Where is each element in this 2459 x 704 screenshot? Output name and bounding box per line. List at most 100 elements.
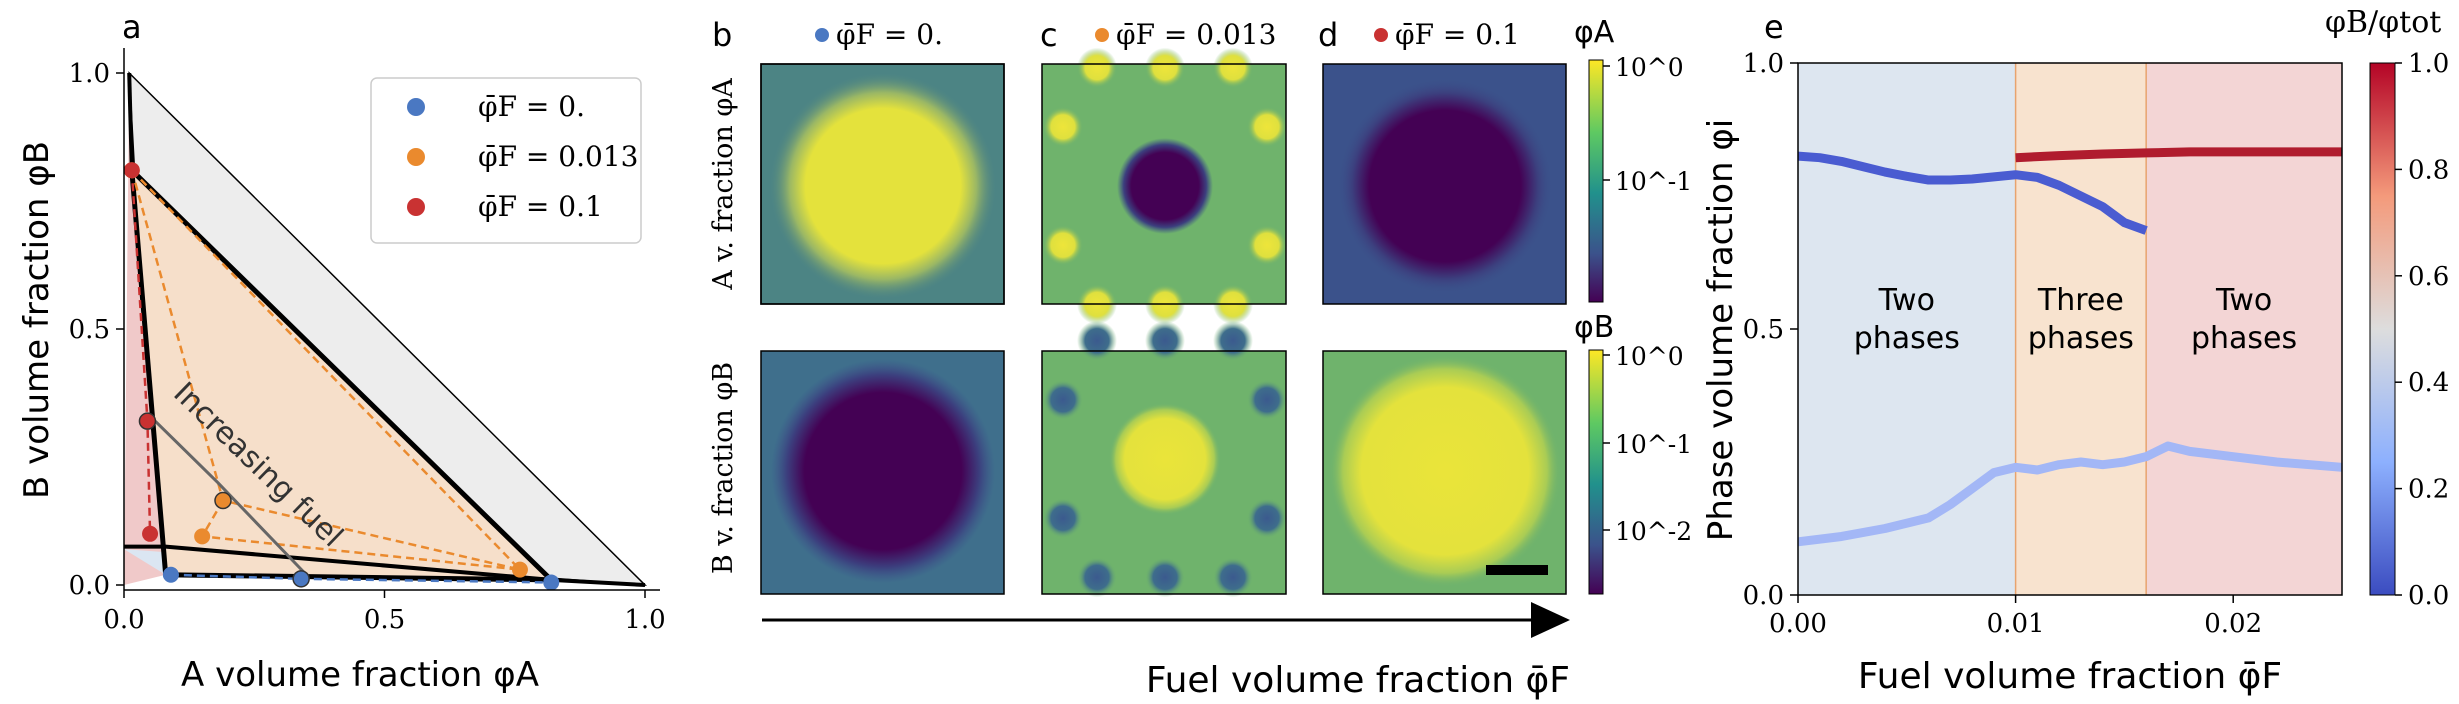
colorbar-phiA: φA 10^0 10^-1 bbox=[1574, 15, 1692, 303]
row-label-top: A v. fraction φA bbox=[708, 78, 739, 291]
title-marker-c bbox=[1095, 28, 1109, 42]
lattice-dot-6 bbox=[1247, 498, 1287, 539]
title-b: φ̄F = 0. bbox=[836, 18, 943, 51]
legend-marker-high bbox=[407, 198, 425, 216]
region-label-1-1: phases bbox=[2028, 321, 2134, 356]
a-ytick-label-2: 1.0 bbox=[69, 59, 110, 89]
lattice-dot-7 bbox=[1077, 557, 1117, 598]
lattice-dot-4 bbox=[1247, 379, 1287, 420]
e-cb-tick-label-1: 0.2 bbox=[2408, 475, 2449, 505]
e-series-1 bbox=[2015, 147, 2342, 163]
legend-label-high: φ̄F = 0.1 bbox=[478, 190, 603, 223]
lattice-dot-5 bbox=[1043, 498, 1083, 539]
lattice-dot-5 bbox=[1043, 225, 1083, 266]
lattice-dot-2 bbox=[1213, 47, 1253, 88]
lattice-dot-9 bbox=[1213, 557, 1253, 598]
panel-label-e: e bbox=[1764, 8, 1784, 46]
title-d: φ̄F = 0.1 bbox=[1395, 18, 1520, 51]
lattice-dot-1 bbox=[1145, 320, 1185, 361]
phase-region-layer bbox=[124, 71, 647, 587]
region-label-2-0: Two bbox=[2215, 283, 2272, 318]
a-tick-layer: 0.0 0.5 1.0 0.0 0.5 1.0 bbox=[69, 59, 666, 635]
e-xlabel: Fuel volume fraction φ̄F bbox=[1858, 656, 2282, 697]
panel-label-c: c bbox=[1040, 16, 1058, 54]
title-marker-b bbox=[815, 28, 829, 42]
lattice-dot-8 bbox=[1145, 557, 1185, 598]
e-series-0 bbox=[1797, 151, 2148, 235]
title-c: φ̄F = 0.013 bbox=[1116, 18, 1276, 51]
lattice-dot-3 bbox=[1043, 379, 1083, 420]
e-ytick-label-1: 0.5 bbox=[1743, 315, 1784, 345]
colorbar-phiB: φB 10^0 10^-1 10^-2 bbox=[1574, 310, 1692, 595]
lattice-dot-4 bbox=[1247, 106, 1287, 147]
panel-label-b: b bbox=[712, 16, 732, 54]
a-ytick-label-1: 0.5 bbox=[69, 315, 110, 345]
panel-label-a: a bbox=[122, 8, 142, 46]
e-ytick-label-2: 1.0 bbox=[1743, 49, 1784, 79]
a-xtick-label-0: 0.0 bbox=[103, 605, 144, 635]
a-xlabel: A volume fraction φA bbox=[181, 655, 539, 695]
region-0 bbox=[1798, 63, 2016, 595]
colorbar-phiB-ratio: φB/φtot 0.0 0.2 0.4 0.6 0.8 1.0 bbox=[2325, 5, 2449, 611]
colorbar-e-title: φB/φtot bbox=[2325, 5, 2441, 40]
image-d-top bbox=[1322, 63, 1567, 305]
colorbar-b-tick-2: 10^-2 bbox=[1615, 517, 1692, 546]
colorbar-a-tick-0: 10^0 bbox=[1615, 53, 1684, 82]
point-high-0 bbox=[123, 162, 140, 179]
a-xtick-label-1: 0.5 bbox=[364, 605, 405, 635]
lattice-dot-0 bbox=[1077, 47, 1117, 88]
a-ytick-label-0: 0.0 bbox=[69, 571, 110, 601]
e-ylabel: Phase volume fraction φi bbox=[1701, 119, 1741, 541]
point-zero-0 bbox=[162, 566, 179, 583]
lattice-dot-0 bbox=[1077, 320, 1117, 361]
e-series-2 bbox=[1797, 441, 2343, 547]
row-label-bottom: B v. fraction φB bbox=[708, 362, 739, 574]
point-zero-1 bbox=[292, 570, 310, 588]
e-cb-tick-label-3: 0.6 bbox=[2408, 262, 2449, 292]
e-cb-tick-label-2: 0.4 bbox=[2408, 368, 2449, 398]
legend-marker-zero bbox=[407, 98, 425, 116]
legend-marker-mid bbox=[407, 148, 425, 166]
point-mid-1 bbox=[214, 491, 232, 510]
point-high-1 bbox=[138, 412, 157, 430]
lattice-dot-6 bbox=[1247, 225, 1287, 266]
image-b-bottom bbox=[760, 350, 1005, 595]
region-label-0-0: Two bbox=[1878, 283, 1935, 318]
tie-line-mid bbox=[130, 169, 521, 571]
point-zero-2 bbox=[543, 574, 560, 591]
point-mid-2 bbox=[194, 528, 211, 545]
binodal-left bbox=[127, 72, 134, 171]
a-xtick-label-2: 1.0 bbox=[624, 605, 665, 635]
region-label-1-0: Three bbox=[2037, 283, 2124, 318]
tie-line-mid-b bbox=[130, 169, 521, 571]
legend-label-mid: φ̄F = 0.013 bbox=[478, 140, 638, 173]
ternary-plot: 0.0 0.5 1.00.00.51.0 A volume fraction φA … bbox=[17, 48, 666, 695]
e-xtick-label-1: 0.01 bbox=[1987, 609, 2045, 639]
binodal-bottom bbox=[124, 544, 646, 587]
e-cb-tick-label-0: 0.0 bbox=[2408, 581, 2449, 611]
region-label-2-1: phases bbox=[2191, 321, 2297, 356]
image-c-bottom bbox=[1041, 320, 1287, 598]
panel-label-d: d bbox=[1318, 16, 1338, 54]
scale-bar bbox=[1486, 565, 1548, 575]
image-d-bottom bbox=[1322, 350, 1567, 595]
a-ylabel: B volume fraction φB bbox=[17, 141, 57, 499]
title-marker-d bbox=[1374, 28, 1388, 42]
e-cb-tick-label-5: 1.0 bbox=[2408, 49, 2449, 79]
colorbar-b-title: φB bbox=[1574, 310, 1614, 345]
colorbar-b-tick-0: 10^0 bbox=[1615, 342, 1684, 371]
e-tick-layer: 0.00 0.01 0.02 0.0 0.5 1.0 bbox=[1743, 49, 2263, 639]
phase-data-layer bbox=[123, 162, 560, 591]
fuel-path bbox=[154, 420, 308, 576]
region-label-0-1: phases bbox=[1854, 321, 1960, 356]
lattice-dot-3 bbox=[1043, 106, 1083, 147]
colorbar-a-title: φA bbox=[1574, 15, 1615, 50]
three-phase-triangle bbox=[128, 163, 558, 583]
image-c-top bbox=[1041, 47, 1287, 325]
e-cb-tick-label-4: 0.8 bbox=[2408, 155, 2449, 185]
image-b-top bbox=[760, 63, 1005, 305]
e-ytick-label-0: 0.0 bbox=[1743, 581, 1784, 611]
